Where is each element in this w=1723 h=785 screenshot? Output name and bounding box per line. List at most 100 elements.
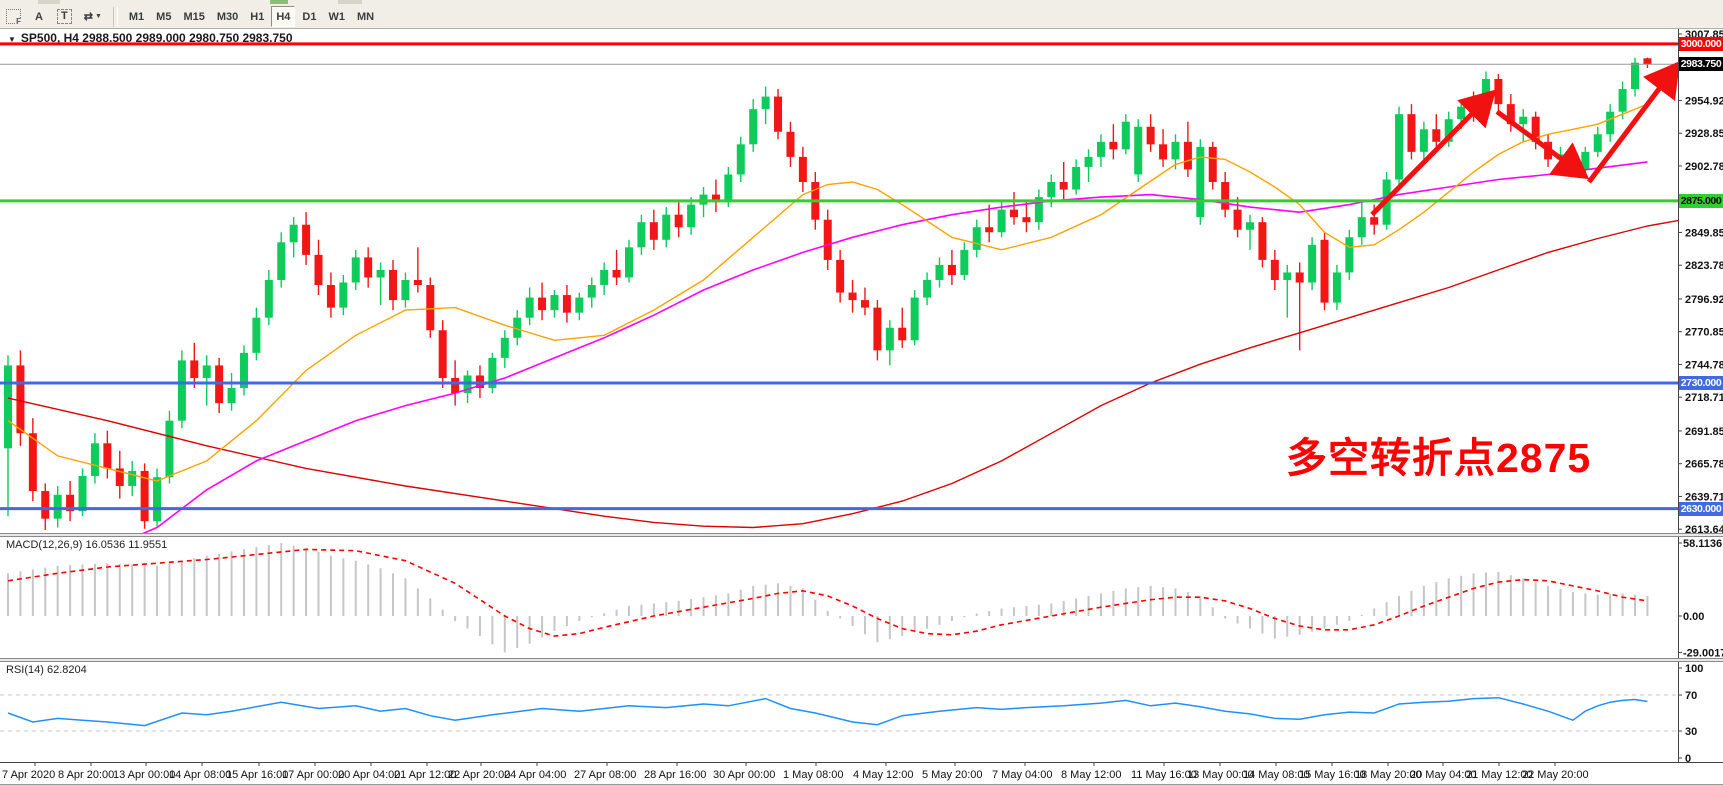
candle-body [1270, 259, 1279, 280]
candle-body [1159, 144, 1168, 160]
draw-objects-button[interactable]: ⇄ ▼ [79, 6, 107, 27]
candle-body [649, 222, 658, 240]
trend-arrow[interactable] [1495, 109, 1590, 180]
macd-indicator-label: MACD(12,26,9) 16.0536 11.9551 [6, 539, 168, 551]
candle-body [687, 204, 696, 228]
y-tick-label: 2928.850 [1685, 128, 1723, 140]
candle-body [28, 433, 37, 492]
x-tick-label: 15 Apr 16:00 [226, 769, 288, 781]
x-tick-label: 7 May 04:00 [992, 769, 1053, 781]
crosshair-grid-icon: F [6, 9, 21, 26]
macd-signal-line [7, 548, 1648, 637]
candle-body [1332, 272, 1341, 303]
trend-arrow[interactable] [1370, 89, 1497, 217]
chart-text-annotation[interactable]: 多空转折点2875 [1286, 435, 1592, 481]
y-tick-label: 2718.710 [1685, 392, 1723, 404]
candle-body [376, 269, 385, 278]
toolbar-fragment [270, 0, 288, 4]
timeframe-button-m30[interactable]: M30 [212, 6, 243, 27]
timeframe-button-mn[interactable]: MN [352, 6, 379, 27]
candle-body [910, 297, 919, 341]
candle-body [1246, 222, 1254, 230]
chart-menu-marker-icon: ▼ [8, 35, 16, 44]
candle-body [947, 264, 956, 275]
candle-body [4, 365, 12, 449]
ma-fast-orange-line [7, 103, 1648, 482]
macd-tick-label: 0.00 [1683, 611, 1704, 623]
candle-body [202, 365, 211, 378]
candle-body [848, 292, 857, 301]
timeframe-button-m1[interactable]: M1 [124, 6, 149, 27]
candle-body [401, 279, 410, 301]
candle-body [389, 269, 398, 301]
x-tick-label: 11 May 16:00 [1131, 769, 1197, 781]
candle-body [1221, 182, 1230, 210]
candle-body [761, 96, 770, 110]
macd-panel[interactable] [7, 543, 1649, 653]
x-tick-label: 20 Apr 04:00 [338, 769, 400, 781]
candle-body [513, 317, 522, 338]
candle-body [1432, 129, 1441, 142]
rsi-tick-label: 30 [1685, 726, 1697, 738]
x-tick-label: 20 May 04:00 [1410, 769, 1477, 781]
timeframe-button-h4[interactable]: H4 [271, 6, 296, 27]
candle-body [1606, 111, 1615, 135]
candle-body [538, 297, 547, 311]
candle-body [41, 491, 50, 519]
candle-body [1506, 104, 1515, 125]
candle-body [550, 295, 559, 311]
candle-body [1531, 116, 1540, 142]
candle-body [786, 131, 795, 157]
chart-title: ▼ SP500, H4 2988.500 2989.000 2980.750 29… [8, 31, 293, 45]
y-tick-label: 2665.780 [1685, 459, 1723, 471]
candle-body [1370, 217, 1379, 225]
current-price-badge: 2983.750 [1679, 57, 1723, 72]
rsi-line [7, 696, 1648, 727]
x-tick-label: 5 May 20:00 [922, 769, 983, 781]
candle-body [935, 264, 944, 280]
candle-body [140, 470, 149, 522]
candle-body [1395, 114, 1404, 180]
candle-body [66, 494, 75, 512]
candle-body [575, 297, 584, 313]
main-price-panel[interactable] [0, 42, 1697, 578]
text-tool-button[interactable]: A [28, 6, 50, 27]
timeframe-button-w1[interactable]: W1 [323, 6, 350, 27]
candle-body [1295, 272, 1304, 283]
candle-body [798, 156, 807, 183]
x-tick-label: 18 May 20:00 [1355, 769, 1422, 781]
candle-body [625, 247, 633, 278]
toolbar-separator [112, 6, 118, 27]
candle-body [326, 285, 335, 308]
candle-body [1134, 126, 1143, 175]
candle-body [289, 224, 298, 243]
candle-body [1034, 197, 1043, 223]
x-tick-label: 22 Apr 20:00 [448, 769, 510, 781]
y-tick-label: 2902.780 [1685, 161, 1723, 173]
x-tick-label: 15 May 16:00 [1299, 769, 1366, 781]
timeframe-button-m5[interactable]: M5 [151, 6, 176, 27]
x-tick-label: 7 Apr 2020 [2, 769, 55, 781]
candle-body [724, 174, 733, 203]
y-tick-label: 2770.850 [1685, 327, 1723, 339]
timeframe-button-h1[interactable]: H1 [245, 6, 269, 27]
candle-body [1618, 89, 1627, 112]
panel-splitter-macd[interactable] [0, 533, 1723, 537]
panel-splitter-rsi[interactable] [0, 658, 1723, 662]
price-level-badge-2875: 2875.000 [1679, 193, 1723, 208]
candle-body [1072, 166, 1081, 190]
candle-body [1096, 141, 1105, 157]
candle-body [1109, 141, 1118, 150]
trend-arrow[interactable] [1587, 60, 1678, 184]
candle-body [1407, 114, 1416, 152]
candle-body [1283, 272, 1292, 280]
text-label-tool-button[interactable]: T [52, 6, 77, 27]
timeframe-button-d1[interactable]: D1 [297, 6, 321, 27]
candle-body [1357, 217, 1366, 238]
candle-body [960, 249, 969, 275]
timeframe-button-m15[interactable]: M15 [178, 6, 209, 27]
x-tick-label: 28 Apr 16:00 [644, 769, 706, 781]
rsi-panel[interactable] [0, 694, 1678, 732]
crosshair-tool-button[interactable]: F [1, 6, 26, 27]
